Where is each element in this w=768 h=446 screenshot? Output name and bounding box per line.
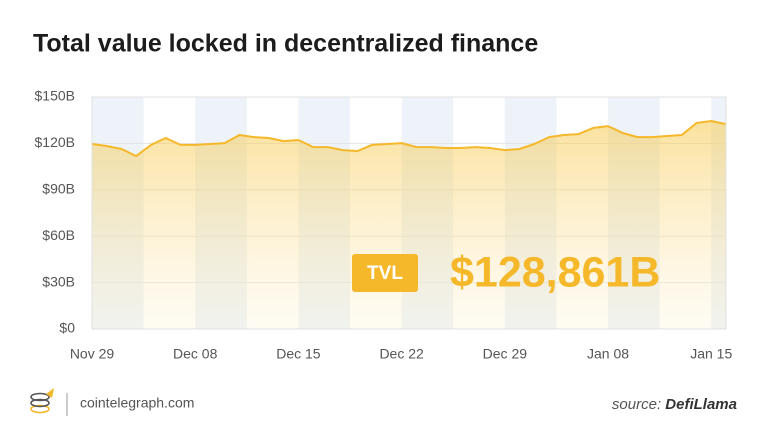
area [92,121,726,329]
site: cointelegraph.com [80,395,194,411]
x-tick-label: Dec 29 [483,346,528,362]
y-tick-label: $60B [42,227,75,243]
x-tick-label: Dec 08 [173,346,218,362]
plot-frame [91,96,727,330]
plot [91,96,727,330]
logo [30,388,54,414]
y-tick-label: $120B [35,134,75,150]
x-tick-label: Dec 15 [276,346,321,362]
highlight: $128,861B [450,248,660,296]
source-label: source: [612,396,661,413]
x-tick-label: Jan 15 [690,346,732,362]
line [91,120,727,158]
y-tick-label: $0 [59,320,75,336]
source: source: DefiLlama [612,396,737,413]
chart-title: Total value locked in decentralized fina… [33,30,538,58]
x-tick-label: Dec 22 [379,346,424,362]
source-name: DefiLlama [665,396,737,413]
y-tick-label: $30B [42,273,75,289]
y-tick-label: $90B [42,181,75,197]
badge-box [352,254,418,292]
x-tick-label: Jan 08 [587,346,629,362]
x-tick-label: Nov 29 [70,346,115,362]
y-tick-label: $150B [35,88,75,104]
badge: TVL [367,263,403,284]
